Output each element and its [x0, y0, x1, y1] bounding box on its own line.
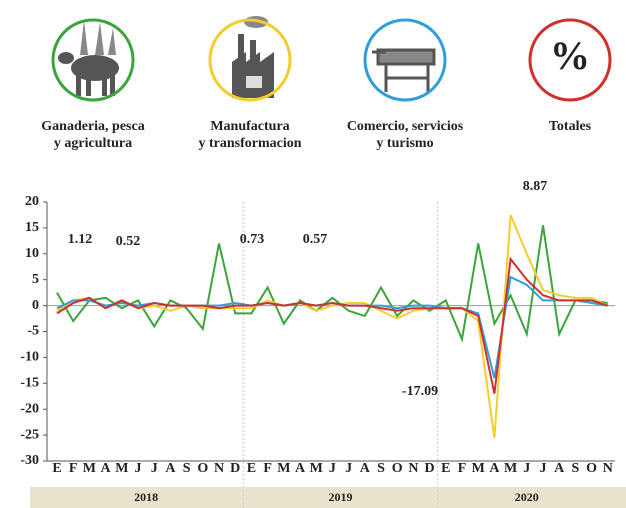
x-tick-label: N	[214, 461, 224, 476]
x-tick-label: A	[165, 461, 176, 476]
year-band	[30, 487, 626, 508]
icon-cow	[58, 20, 119, 96]
series-line	[56, 256, 609, 394]
x-tick-label: J	[135, 461, 142, 476]
legend-label: Manufactura y transformacion	[198, 119, 302, 151]
x-tick-label: E	[247, 461, 256, 476]
x-tick-label: O	[392, 461, 403, 476]
x-tick-label: D	[425, 461, 435, 476]
x-tick-label: O	[197, 461, 208, 476]
x-tick-label: J	[151, 461, 158, 476]
y-tick-label: -30	[20, 453, 39, 468]
x-tick-label: S	[377, 461, 385, 476]
x-tick-label: M	[277, 461, 290, 476]
y-tick-label: 5	[32, 272, 39, 287]
x-tick-label: J	[329, 461, 336, 476]
x-tick-label: A	[554, 461, 565, 476]
icon-ring	[51, 18, 135, 102]
legend-label: Totales	[548, 119, 592, 134]
annotation: 0.57	[303, 232, 328, 247]
x-tick-label: A	[360, 461, 371, 476]
legend-label: Comercio, servicios y turismo	[346, 119, 464, 151]
x-tick-label: E	[441, 461, 450, 476]
x-tick-label: J	[345, 461, 352, 476]
x-tick-label: F	[458, 461, 467, 476]
x-tick-label: N	[603, 461, 613, 476]
y-tick-label: 10	[25, 246, 39, 261]
x-tick-label: M	[115, 461, 128, 476]
y-tick-label: -5	[27, 324, 39, 339]
icon-ring	[363, 18, 447, 102]
y-tick-label: -20	[20, 401, 39, 416]
legend-label: Ganaderia, pesca y agricultura	[41, 119, 145, 151]
y-tick-label: 20	[25, 194, 39, 209]
annotation: 0.52	[116, 234, 141, 249]
x-tick-label: A	[295, 461, 306, 476]
x-tick-label: F	[263, 461, 272, 476]
x-tick-label: D	[230, 461, 240, 476]
x-tick-label: M	[504, 461, 517, 476]
icon-symbol: %	[550, 33, 590, 78]
y-tick-label: -25	[20, 427, 39, 442]
series-line	[56, 214, 609, 438]
x-tick-label: S	[572, 461, 580, 476]
x-tick-label: M	[310, 461, 323, 476]
y-tick-label: -15	[20, 376, 39, 391]
series-line	[56, 225, 608, 343]
icon-ring	[528, 18, 612, 102]
y-tick-label: 15	[25, 220, 39, 235]
annotation: 1.12	[68, 232, 93, 247]
x-tick-label: J	[523, 461, 530, 476]
y-tick-label: 0	[32, 298, 39, 313]
x-tick-label: J	[540, 461, 547, 476]
y-tick-label: -10	[20, 350, 39, 365]
x-tick-label: M	[472, 461, 485, 476]
x-tick-label: E	[52, 461, 61, 476]
icon-ring	[208, 18, 292, 102]
annotation: 8.87	[523, 179, 548, 194]
year-label: 2019	[329, 490, 353, 504]
x-tick-label: A	[489, 461, 500, 476]
x-tick-label: N	[408, 461, 418, 476]
x-tick-label: A	[101, 461, 112, 476]
year-label: 2020	[515, 490, 539, 504]
x-tick-label: S	[183, 461, 191, 476]
x-tick-label: F	[69, 461, 78, 476]
x-tick-label: M	[83, 461, 96, 476]
x-tick-label: O	[586, 461, 597, 476]
annotation: -17.09	[402, 384, 438, 399]
annotation: 0.73	[240, 232, 265, 247]
year-label: 2018	[134, 490, 158, 504]
icon-factory	[232, 16, 274, 98]
icon-stretcher	[372, 48, 436, 92]
